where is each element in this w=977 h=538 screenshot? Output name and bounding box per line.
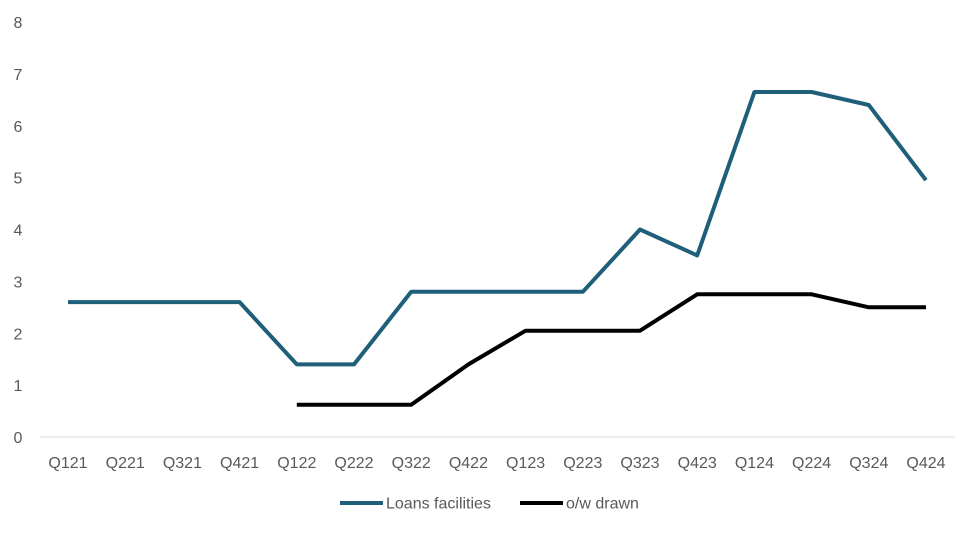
- series-line-0: [68, 90, 928, 367]
- x-tick-label: Q324: [849, 455, 888, 472]
- x-tick-label: Q221: [106, 455, 145, 472]
- y-tick-label: 2: [14, 326, 23, 343]
- x-tick-label: Q224: [792, 455, 831, 472]
- x-tick-label: Q122: [277, 455, 316, 472]
- y-axis-ticks: 0 1 2 3 4 5 6 7 8: [14, 15, 23, 447]
- y-tick-label: 0: [14, 430, 23, 447]
- x-tick-label: Q222: [334, 455, 373, 472]
- x-tick-label: Q123: [506, 455, 545, 472]
- x-tick-label: Q322: [392, 455, 431, 472]
- y-tick-label: 6: [14, 119, 23, 136]
- x-tick-label: Q421: [220, 455, 259, 472]
- x-tick-label: Q323: [620, 455, 659, 472]
- x-tick-label: Q223: [563, 455, 602, 472]
- x-tick-label: Q121: [48, 455, 87, 472]
- series-lines: [68, 90, 928, 407]
- series-line-1: [296, 292, 926, 407]
- y-tick-label: 5: [14, 171, 23, 188]
- x-tick-label: Q424: [906, 455, 945, 472]
- y-tick-label: 8: [14, 15, 23, 32]
- x-tick-label: Q124: [735, 455, 774, 472]
- y-tick-label: 4: [14, 223, 23, 240]
- y-tick-label: 1: [14, 378, 23, 395]
- legend: Loans facilities o/w drawn: [340, 496, 639, 513]
- legend-label: Loans facilities: [386, 496, 491, 513]
- x-tick-label: Q422: [449, 455, 488, 472]
- x-tick-label: Q321: [163, 455, 202, 472]
- x-tick-label: Q423: [678, 455, 717, 472]
- y-tick-label: 7: [14, 67, 23, 84]
- legend-label: o/w drawn: [566, 496, 639, 513]
- x-axis-ticks: Q121 Q221 Q321 Q421 Q122 Q222 Q322 Q422 Q123 Q223…: [48, 455, 945, 472]
- y-tick-label: 3: [14, 274, 23, 291]
